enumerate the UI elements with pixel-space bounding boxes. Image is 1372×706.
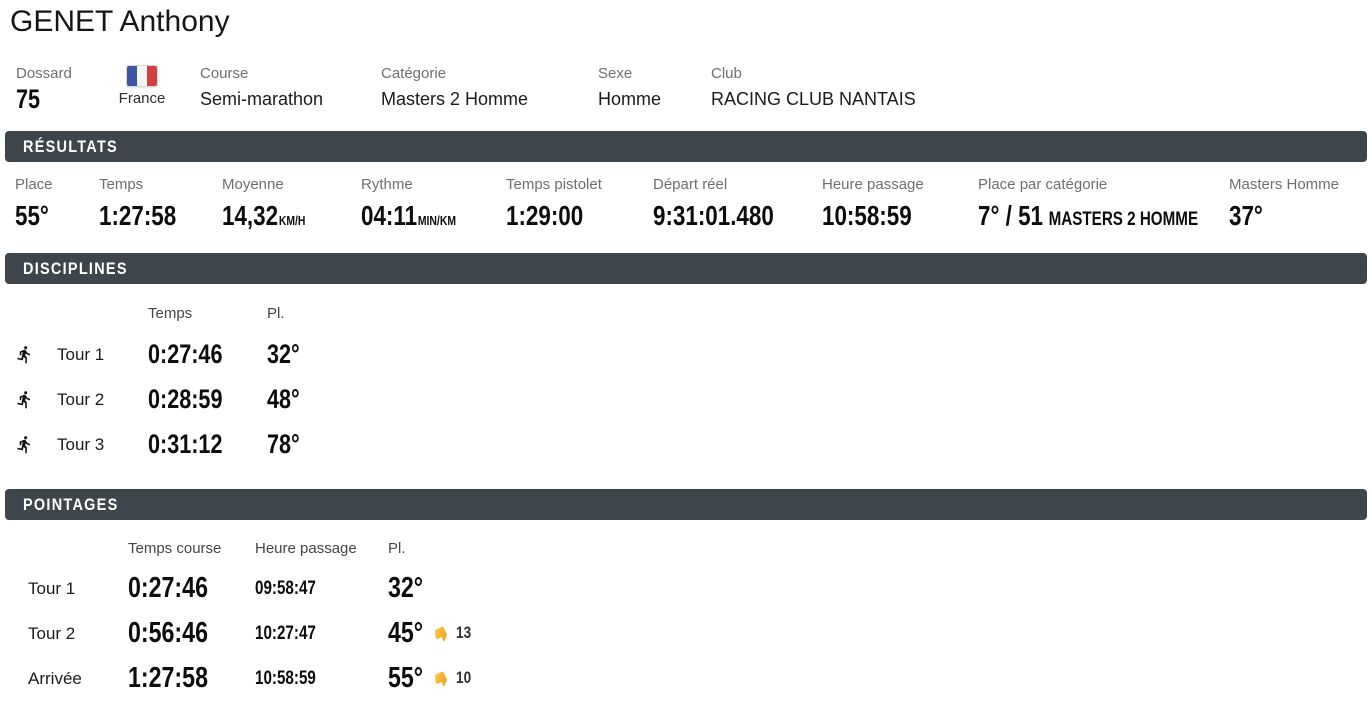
stat-depart-reel: Départ réel 9:31:01.480 — [653, 176, 804, 231]
pointages-col-pl: Pl. — [388, 540, 406, 557]
france-flag-icon — [127, 66, 157, 86]
stat-label: Rythme — [361, 176, 413, 193]
discipline-row: Tour 3 0:31:12 78° — [0, 422, 700, 467]
checkpoint-label: Arrivée — [28, 669, 82, 688]
stat-masters-homme: Masters Homme 37° — [1229, 176, 1339, 231]
checkpoint-place: 45° — [388, 617, 424, 649]
stat-value: 14,32KM/H — [222, 200, 306, 231]
categorie-label: Catégorie — [381, 65, 447, 82]
stat-label: Départ réel — [653, 176, 728, 193]
stat-unit: MIN/KM — [417, 213, 456, 228]
runner-icon — [15, 390, 34, 409]
field-categorie: Catégorie Masters 2 Homme — [381, 64, 528, 111]
stat-temps-pistolet: Temps pistolet 1:29:00 — [506, 176, 603, 231]
stat-label: Place — [15, 176, 53, 193]
checkpoint-place: 55° — [388, 662, 424, 694]
stat-value: 37° — [1229, 200, 1263, 231]
stat-label: Place par catégorie — [978, 176, 1108, 193]
discipline-row: Tour 2 0:28:59 48° — [0, 377, 700, 422]
stat-value: 55° — [15, 200, 49, 231]
field-course: Course Semi-marathon — [200, 64, 323, 111]
stat-label: Temps — [99, 176, 144, 193]
stat-label: Heure passage — [822, 176, 924, 193]
pointages-col-heure-passage: Heure passage — [255, 540, 357, 557]
checkpoint-race-time: 1:27:58 — [128, 662, 208, 694]
discipline-row: Tour 1 0:27:46 32° — [0, 332, 700, 377]
field-sexe: Sexe Homme — [598, 64, 661, 111]
club-value: RACING CLUB NANTAIS — [711, 89, 916, 109]
stat-place-categorie: Place par catégorie 7° / 51 MASTERS 2 HOM… — [978, 176, 1253, 235]
categorie-value: Masters 2 Homme — [381, 89, 529, 109]
lap-time: 0:27:46 — [148, 339, 223, 369]
places-lost-count: 10 — [456, 668, 472, 687]
lap-label: Tour 1 — [57, 345, 105, 364]
runner-icon — [15, 435, 34, 454]
page-title: GENET Anthony — [10, 5, 230, 38]
lap-time: 0:31:12 — [148, 429, 223, 459]
checkpoint-race-time: 0:56:46 — [128, 617, 208, 649]
places-lost-count: 13 — [456, 623, 472, 642]
stat-temps: Temps 1:27:58 — [99, 176, 196, 231]
stat-label: Moyenne — [222, 176, 284, 193]
pointages-col-temps-course: Temps course — [128, 540, 222, 557]
dossard-label: Dossard — [16, 65, 72, 82]
lap-place: 48° — [267, 384, 300, 414]
checkpoint-clock-time: 10:58:59 — [255, 668, 316, 689]
places-lost-indicator: 13 — [434, 623, 475, 643]
pointage-row: Arrivée 1:27:58 10:58:59 55° 10 — [0, 656, 700, 701]
resultats-title: RÉSULTATS — [23, 136, 118, 156]
lap-time: 0:28:59 — [148, 384, 223, 414]
pointage-row: Tour 2 0:56:46 10:27:47 45° 13 — [0, 611, 700, 656]
stat-value: 10:58:59 — [822, 200, 912, 231]
disciplines-title: DISCIPLINES — [23, 258, 128, 278]
field-club: Club RACING CLUB NANTAIS — [711, 64, 916, 111]
section-header-resultats: RÉSULTATS — [5, 131, 1367, 162]
stat-suffix: MASTERS 2 HOMME — [1048, 209, 1199, 230]
thumb-down-icon — [435, 671, 447, 686]
checkpoint-race-time: 0:27:46 — [128, 572, 208, 604]
lap-label: Tour 2 — [57, 390, 105, 409]
lap-place: 78° — [267, 429, 300, 459]
checkpoint-clock-time: 09:58:47 — [255, 578, 316, 599]
stat-moyenne: Moyenne 14,32KM/H — [222, 176, 326, 236]
checkpoint-label: Tour 2 — [28, 624, 76, 643]
stat-rythme: Rythme 04:11MIN/KM — [361, 176, 480, 236]
section-header-disciplines: DISCIPLINES — [5, 253, 1367, 284]
stat-value: 04:11MIN/KM — [361, 200, 456, 231]
section-header-pointages: POINTAGES — [5, 489, 1367, 520]
runner-icon — [15, 345, 34, 364]
stat-value: 9:31:01.480 — [653, 200, 774, 231]
nationality-label: France — [118, 90, 166, 107]
club-label: Club — [711, 65, 742, 82]
lap-label: Tour 3 — [57, 435, 105, 454]
sexe-value: Homme — [598, 89, 662, 109]
checkpoint-place: 32° — [388, 572, 424, 604]
stat-unit: KM/H — [278, 213, 306, 228]
checkpoint-label: Tour 1 — [28, 579, 76, 598]
pointages-title: POINTAGES — [23, 494, 119, 514]
disciplines-col-pl: Pl. — [267, 305, 285, 322]
lap-place: 32° — [267, 339, 300, 369]
stat-value: 1:27:58 — [99, 200, 177, 231]
field-nationality: France — [112, 66, 172, 107]
thumb-down-icon — [435, 626, 447, 641]
stat-label: Temps pistolet — [506, 176, 602, 193]
field-dossard: Dossard 75 — [16, 64, 72, 113]
stat-value: 1:29:00 — [506, 200, 584, 231]
checkpoint-clock-time: 10:27:47 — [255, 623, 316, 644]
places-lost-indicator: 10 — [434, 668, 475, 688]
course-label: Course — [200, 65, 249, 82]
course-value: Semi-marathon — [200, 89, 324, 109]
disciplines-col-temps: Temps — [148, 305, 193, 322]
sexe-label: Sexe — [598, 65, 633, 82]
stat-label: Masters Homme — [1229, 176, 1340, 193]
stat-heure-passage: Heure passage 10:58:59 — [822, 176, 934, 231]
stat-place: Place 55° — [15, 176, 57, 231]
pointage-row: Tour 1 0:27:46 09:58:47 32° — [0, 566, 700, 611]
stat-value: 7° / 51 MASTERS 2 HOMME — [978, 200, 1199, 231]
dossard-value: 75 — [16, 84, 41, 114]
